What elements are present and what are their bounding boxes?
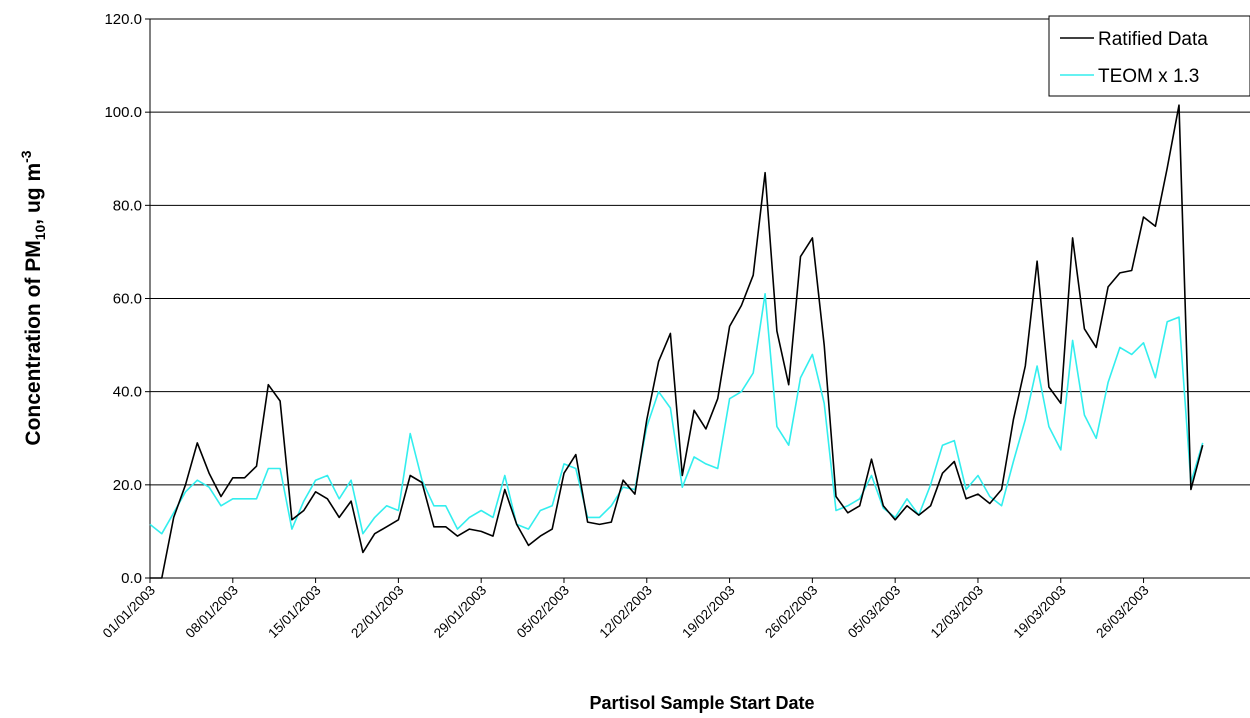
y-axis-title-subscript: 10 xyxy=(32,224,48,240)
x-tick-label: 12/03/2003 xyxy=(928,583,986,641)
y-tick-label: 0.0 xyxy=(121,570,142,587)
x-tick-label: 29/01/2003 xyxy=(431,583,489,641)
y-tick-label: 80.0 xyxy=(113,197,142,214)
x-tick-label: 01/01/2003 xyxy=(100,583,158,641)
y-tick-labels: 0.0 20.0 40.0 60.0 80.0 100.0 120.0 xyxy=(104,11,142,587)
y-axis-title-prefix: Concentration of PM xyxy=(22,240,45,445)
x-tick-label: 19/02/2003 xyxy=(679,583,737,641)
x-tick-label: 15/01/2003 xyxy=(265,583,323,641)
y-tick-label: 120.0 xyxy=(104,11,142,28)
y-axis-title-superscript: -3 xyxy=(18,150,34,163)
legend-label-ratified: Ratified Data xyxy=(1098,29,1208,50)
y-tick-label: 60.0 xyxy=(113,291,142,308)
x-tick-label: 26/03/2003 xyxy=(1093,583,1151,641)
x-tick-label: 08/01/2003 xyxy=(183,583,241,641)
legend-box xyxy=(1048,15,1250,97)
y-tick-label: 20.0 xyxy=(113,477,142,494)
x-tick-label: 19/03/2003 xyxy=(1010,583,1068,641)
series-lines xyxy=(149,104,1204,579)
x-tick-label: 05/02/2003 xyxy=(514,583,572,641)
x-tick-label: 12/02/2003 xyxy=(597,583,655,641)
y-tick-label: 100.0 xyxy=(104,104,142,121)
legend-label-teom: TEOM x 1.3 xyxy=(1098,66,1199,87)
axes xyxy=(145,18,1250,583)
x-tick-label: 22/01/2003 xyxy=(348,583,406,641)
x-axis-title: Partisol Sample Start Date xyxy=(589,693,814,713)
x-tick-labels: 01/01/2003 08/01/2003 15/01/2003 22/01/2003… xyxy=(100,583,1152,641)
series-line-teom xyxy=(149,292,1204,535)
y-tick-label: 40.0 xyxy=(113,384,142,401)
y-axis-title-middle: , ug m xyxy=(22,163,45,225)
legend: Ratified Data TEOM x 1.3 xyxy=(1048,15,1250,97)
series-line-ratified-data xyxy=(150,104,1204,579)
gridlines xyxy=(150,18,1250,486)
y-axis-title: Concentration of PM10, ug m-3 xyxy=(18,150,48,445)
x-tick-label: 05/03/2003 xyxy=(845,583,903,641)
x-tick-label: 26/02/2003 xyxy=(762,583,820,641)
